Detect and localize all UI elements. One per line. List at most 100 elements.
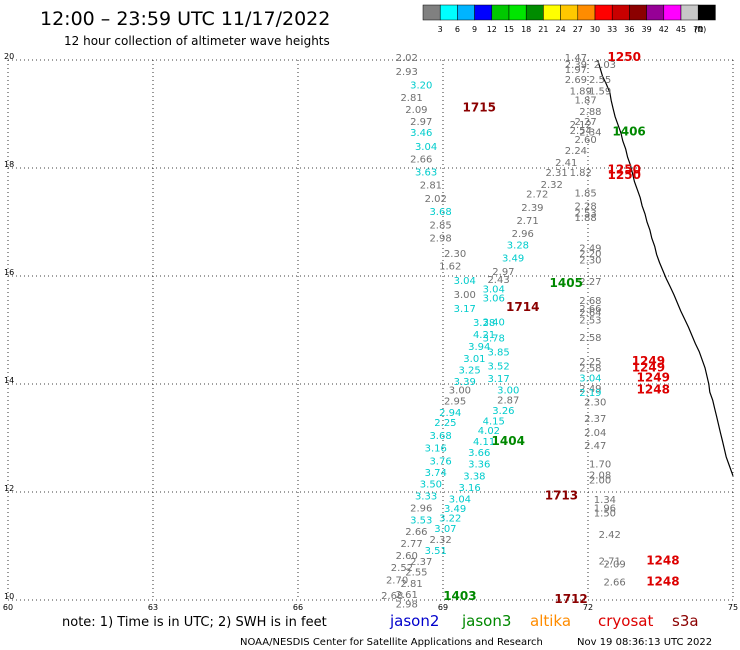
x-tick-label: 66	[293, 603, 303, 612]
wave-height-value: 4.02	[478, 426, 500, 437]
y-tick-label: 18	[4, 160, 14, 169]
wave-height-value: 2.53	[579, 316, 601, 327]
wave-height-value: 3.20	[410, 81, 432, 92]
y-tick-labels: 10 12 14 16 18 20	[4, 52, 14, 601]
wave-height-value: 3.25	[458, 366, 480, 377]
wave-height-value: 1.62	[439, 262, 461, 273]
colorbar-label: (ft)	[694, 25, 706, 34]
wave-height-value: 3.28	[473, 318, 495, 329]
generated-timestamp: Nov 19 08:36:13 UTC 2022	[577, 637, 712, 648]
colorbar-swatch	[491, 4, 510, 21]
wave-height-value: 2.72	[526, 190, 548, 201]
colorbar-swatch	[611, 4, 630, 21]
wave-height-value: 2.03	[594, 60, 616, 71]
colorbar-swatch	[594, 4, 613, 21]
wave-height-value: 3.94	[468, 342, 490, 353]
wave-height-value: 2.97	[410, 117, 432, 128]
satellite-legend-cryosat: cryosat	[598, 612, 653, 630]
wave-height-value: 2.12	[570, 120, 592, 131]
pass-time-label: 1250	[608, 168, 641, 182]
colorbar-label: 45	[676, 25, 686, 34]
wave-height-value: 3.49	[444, 504, 466, 515]
colorbar-swatch	[560, 4, 579, 21]
wave-height-value: 2.08	[589, 471, 611, 482]
pass-time-label: 1250	[608, 162, 641, 176]
wave-height-value: 2.66	[410, 155, 432, 166]
wave-height-value: 3.49	[502, 253, 524, 264]
wave-height-value: 3.66	[468, 448, 490, 459]
colorbar-label: 39	[642, 25, 652, 34]
wave-height-value: 2.66	[579, 304, 601, 315]
colorbar-label: 6	[455, 25, 460, 34]
wave-height-value: 2.54	[570, 126, 592, 137]
wave-height-value: 1.88	[574, 213, 596, 224]
wave-height-value: 2.30	[584, 398, 606, 409]
colorbar-swatch	[577, 4, 596, 21]
wave-height-value: 2.55	[589, 75, 611, 86]
wave-height-value: 2.28	[574, 202, 596, 213]
colorbar-label: 15	[504, 25, 514, 34]
wave-height-value: 4.15	[483, 417, 505, 428]
x-tick-label: 75	[728, 603, 738, 612]
wave-height-value: 1.59	[589, 87, 611, 98]
wave-height-value: 2.04	[584, 428, 606, 439]
wave-height-value: 2.69	[565, 75, 587, 86]
wave-height-value: 2.58	[579, 333, 601, 344]
note-text: note: 1) Time is in UTC; 2) SWH is in fe…	[62, 615, 327, 630]
colorbar-swatch	[543, 4, 561, 21]
wave-height-value: 3.51	[425, 546, 447, 557]
wave-height-value: 2.60	[396, 551, 418, 562]
colorbar-label: 30	[590, 25, 600, 34]
wave-height-value: 2.31	[545, 168, 567, 179]
satellite-legend: jason2 jason3 altika cryosat s3a	[389, 612, 699, 630]
wave-height-value: 2.96	[512, 229, 534, 240]
wave-height-value: 3.04	[415, 142, 437, 153]
wave-height-value: 2.32	[541, 180, 563, 191]
wave-height-value: 1.97	[565, 65, 587, 76]
wave-height-value: 2.87	[497, 395, 519, 406]
chart-grid	[7, 59, 734, 601]
colorbar-legend: 3 6 9 12 15 18 21 24 27 30 33 36 39 42 45 70(ft)	[422, 4, 716, 34]
pass-time-label: 1715	[463, 100, 496, 114]
pass-time-label: 1406	[612, 125, 645, 139]
wave-height-value: 1.85	[574, 189, 596, 200]
wave-height-value: 1.89	[570, 87, 592, 98]
wave-height-value: 2.55	[405, 568, 427, 579]
wave-height-value: 3.68	[429, 207, 451, 218]
wave-height-value: 2.98	[396, 600, 418, 611]
wave-height-value: 2.02	[425, 194, 447, 205]
wave-height-value: 2.39	[521, 203, 543, 214]
wave-height-value: 3.40	[483, 318, 505, 329]
wave-height-value: 3.16	[425, 444, 447, 455]
wave-height-value: 2.98	[429, 233, 451, 244]
wave-height-value: 2.95	[444, 397, 466, 408]
colorbar-swatch	[697, 4, 716, 21]
wave-height-value: 1.70	[589, 460, 611, 471]
wave-height-value: 2.30	[579, 256, 601, 267]
wave-height-value: 2.25	[434, 418, 456, 429]
wave-height-value: 3.38	[463, 472, 485, 483]
wave-height-value: 2.37	[584, 414, 606, 425]
wave-height-value: 2.41	[555, 158, 577, 169]
wave-height-value: 3.52	[487, 361, 509, 372]
wave-height-value: 2.25	[579, 357, 601, 368]
wave-height-value: 3.26	[492, 406, 514, 417]
wave-height-value: 1.47	[565, 53, 587, 64]
colorbar-label: 27	[573, 25, 583, 34]
wave-height-value: 3.16	[458, 483, 480, 494]
colorbar-label: 3	[438, 25, 443, 34]
wave-height-value: 2.71	[599, 556, 621, 567]
wave-height-value: 2.49	[579, 244, 601, 255]
wave-height-value: 2.02	[396, 53, 418, 64]
wave-height-value: 3.53	[410, 515, 432, 526]
wave-height-value: 2.37	[410, 557, 432, 568]
wave-height-value: 2.97	[492, 267, 514, 278]
wave-height-value: 2.27	[579, 277, 601, 288]
wave-height-value: 3.00	[454, 290, 476, 301]
wave-height-value: 2.00	[589, 475, 611, 486]
x-tick-label: 63	[148, 603, 158, 612]
colorbar-label: 42	[659, 25, 669, 34]
pass-time-label: 1248	[637, 383, 670, 397]
x-tick-label: 72	[583, 603, 593, 612]
